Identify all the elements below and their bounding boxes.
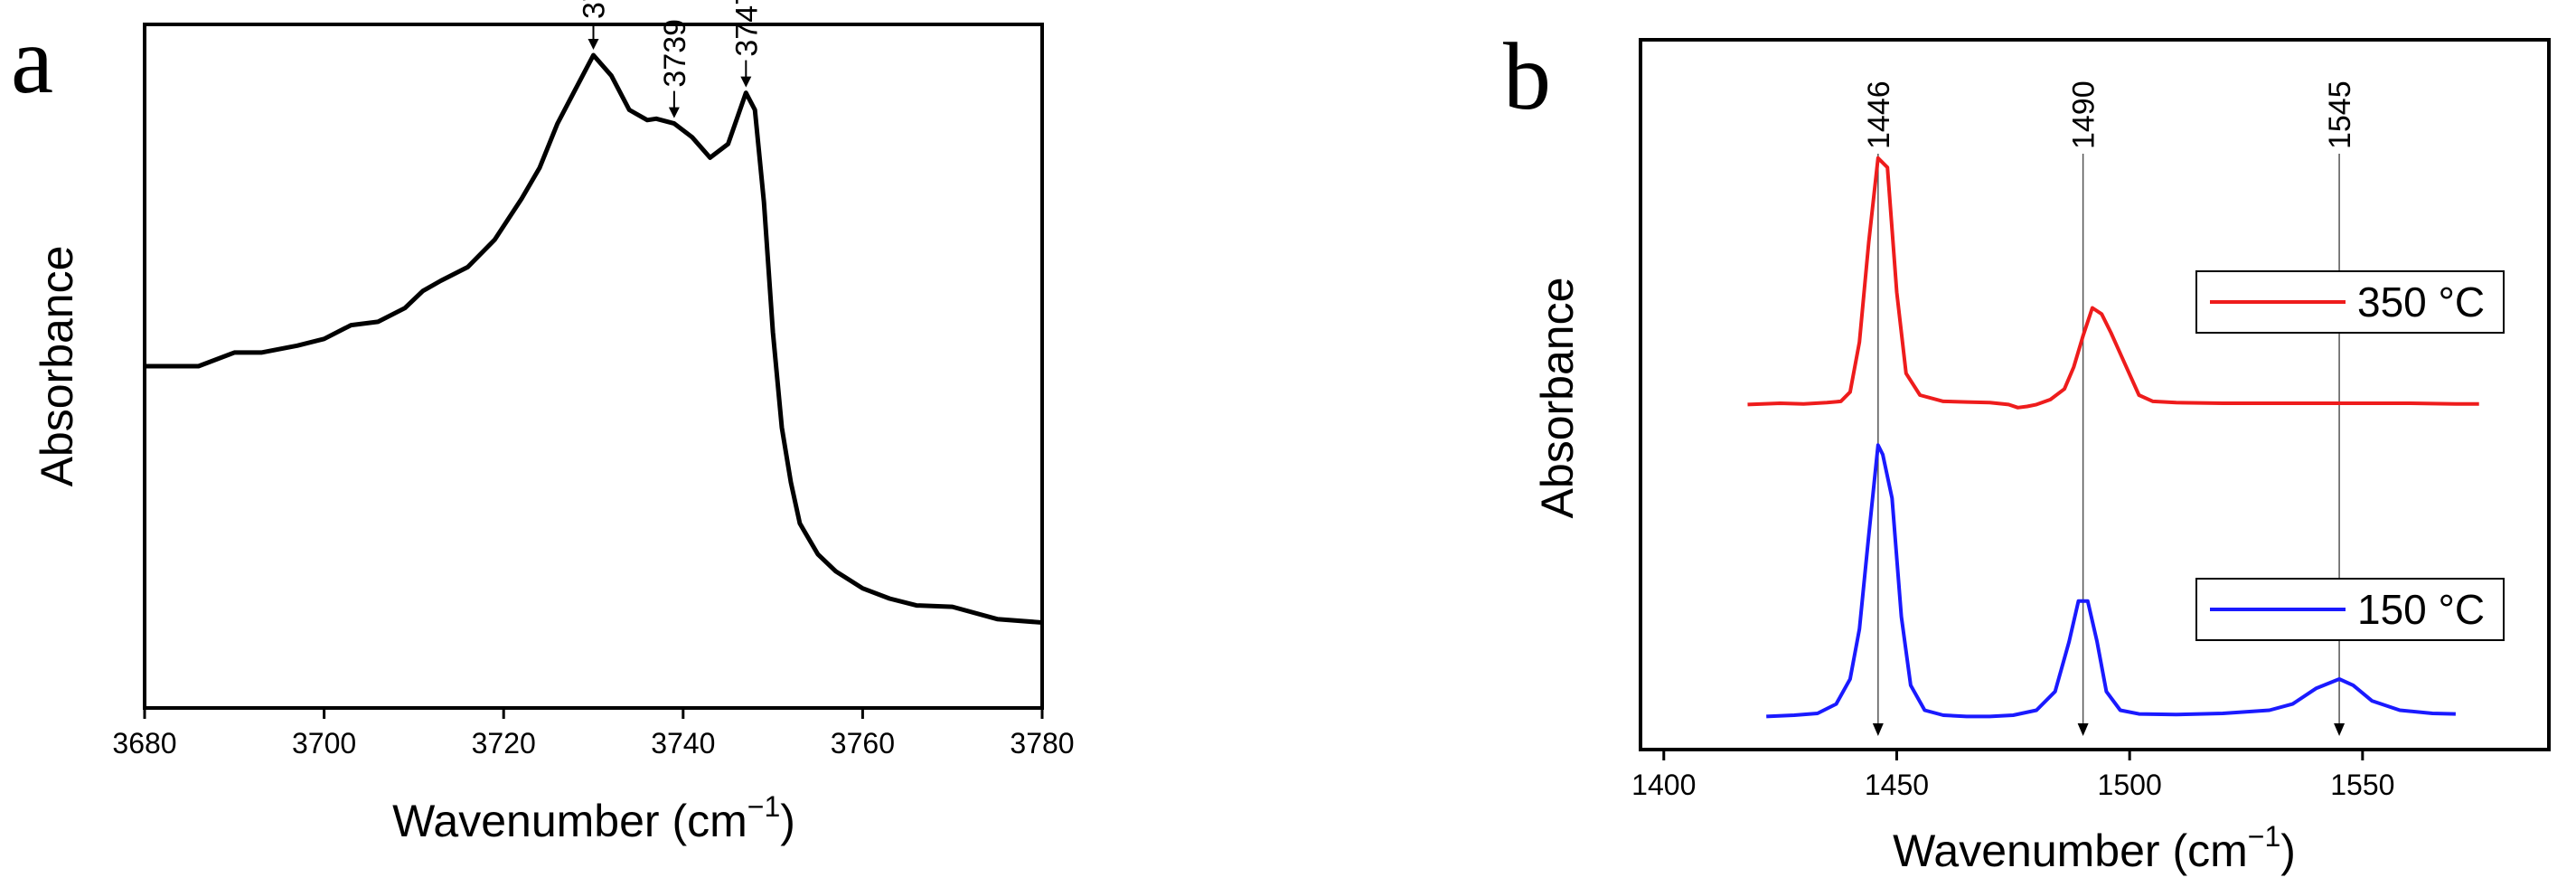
peak-arrow-head: [668, 107, 680, 118]
panel-a-series-line: [145, 52, 1043, 625]
panel-a-x-axis-label: Wavenumber (cm−1): [392, 790, 795, 846]
panel-a-series: [145, 52, 1043, 625]
reference-label: 1545: [2323, 80, 2357, 149]
x-tick-label: 1550: [2330, 769, 2394, 801]
panel-a-letter: a: [11, 7, 53, 113]
panel-b-legend: 350 °C 150 °C: [2195, 270, 2505, 641]
legend-label: 150 °C: [2357, 586, 2485, 633]
reference-label: 1490: [2067, 80, 2101, 149]
peak-arrow-head: [588, 39, 599, 51]
reference-arrow-head: [1872, 723, 1884, 736]
x-tick-label: 3680: [112, 727, 176, 760]
peak-arrow-head: [740, 76, 752, 88]
legend-label: 350 °C: [2357, 278, 2485, 326]
panel-b-frame: [1639, 38, 2551, 751]
reference-arrow-head: [2077, 723, 2089, 736]
x-tick-label: 3740: [651, 727, 715, 760]
panel-b-y-axis-label: Absorbance: [1532, 278, 1583, 519]
peak-label: 3739: [658, 19, 692, 88]
panel-b-series-line: [1766, 443, 2456, 719]
panel-a-x-ticks: 3680 3700 3720 3740 3760 3780: [112, 708, 1075, 760]
panel-b-series: [1747, 156, 2479, 719]
x-tick-label: 3760: [831, 727, 895, 760]
reference-label: 1446: [1862, 80, 1896, 149]
panel-a-y-axis-label: Absorbance: [32, 246, 82, 487]
panel-a-annotations: 3730 3739 3747: [578, 0, 764, 118]
peak-label: 3730: [578, 0, 612, 19]
x-tick-label: 3700: [292, 727, 356, 760]
peak-label: 3747: [729, 0, 764, 57]
panel-a-frame: [143, 23, 1044, 710]
x-tick-label: 3720: [472, 727, 536, 760]
chart-panel-a: 3730 3739 3747 3680 3700 3720 3740 3760 3780 Wa…: [32, 0, 1075, 846]
chart-panel-b: 1446 1490 1545 1400 1450 1500 1550 350 °C 150 …: [1532, 38, 2551, 876]
panel-b-series-line: [1747, 156, 2479, 410]
panel-b-letter: b: [1503, 24, 1551, 129]
panel-b-x-axis-label: Wavenumber (cm−1): [1893, 820, 2296, 876]
reference-arrow-head: [2334, 723, 2346, 736]
x-tick-label: 1450: [1865, 769, 1929, 801]
x-tick-label: 1400: [1631, 769, 1696, 801]
panel-b-reference-lines: 1446 1490 1545: [1862, 80, 2357, 736]
x-tick-label: 1500: [2098, 769, 2162, 801]
panel-b-x-ticks: 1400 1450 1500 1550: [1631, 750, 2394, 801]
x-tick-label: 3780: [1010, 727, 1074, 760]
